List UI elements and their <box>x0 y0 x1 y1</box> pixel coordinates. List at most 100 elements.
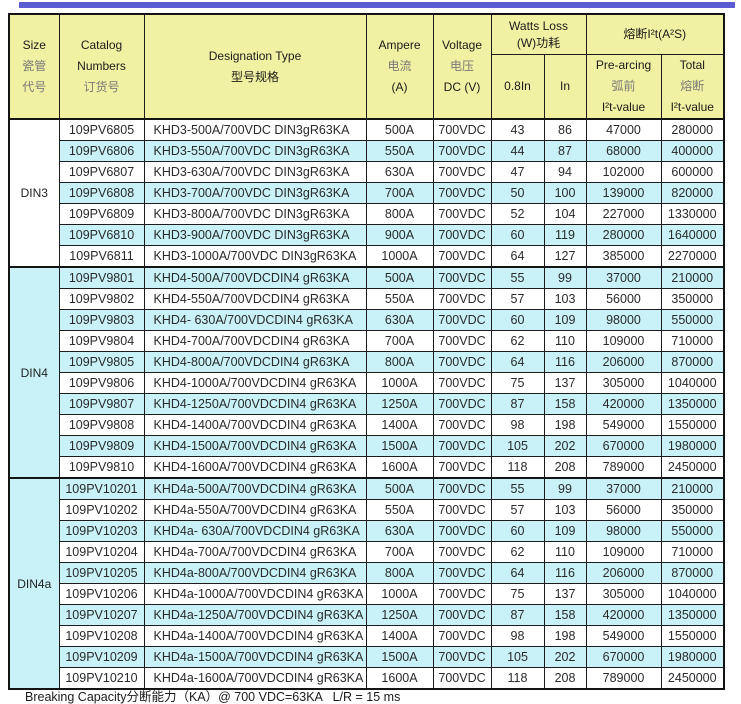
table-row: 109PV10207 KHD4a-1250A/700VDCDIN4 gR63KA 1… <box>9 604 725 626</box>
catalog-cell: 109PV6808 <box>58 182 145 204</box>
total-i2t-cell: 2450000 <box>660 667 725 690</box>
table-row: 109PV10205 KHD4a-800A/700VDCDIN4 gR63KA 80… <box>9 562 725 584</box>
header-row-top: Size 瓷管 代号 Catalog Numbers 订货号 Designati… <box>8 13 725 120</box>
watts-08in-cell: 47 <box>490 161 545 183</box>
header-prearcing-en: Pre-arcing <box>595 58 652 72</box>
header-catalog-zh: 订货号 <box>83 80 120 94</box>
fuse-spec-table: Size 瓷管 代号 Catalog Numbers 订货号 Designati… <box>8 13 726 690</box>
column-header-prearcing: Pre-arcing 弧前 I²t-value <box>585 54 662 120</box>
prearcing-i2t-cell: 68000 <box>585 140 662 162</box>
column-group-melting-i2t: 熔断I²t(A²S) <box>585 13 725 55</box>
header-voltage-en: Voltage <box>441 38 483 52</box>
ampere-cell: 630A <box>365 309 434 331</box>
column-header-08in: 0.8In <box>490 54 545 120</box>
column-header-size: Size 瓷管 代号 <box>8 13 60 120</box>
watts-in-cell: 208 <box>543 667 587 690</box>
size-group-cell: DIN4a <box>8 477 60 690</box>
designation-cell: KHD4-1600A/700VDCDIN4 gR63KA <box>143 456 367 479</box>
watts-08in-cell: 62 <box>490 330 545 352</box>
breaking-capacity-note: Breaking Capacity分断能力（KA）@ 700 VDC=63KA … <box>25 690 401 704</box>
designation-cell: KHD3-700A/700VDC DIN3gR63KA <box>143 182 367 204</box>
column-header-in: In <box>543 54 587 120</box>
voltage-cell: 700VDC <box>432 161 492 183</box>
designation-cell: KHD4-1250A/700VDCDIN4 gR63KA <box>143 393 367 415</box>
watts-08in-cell: 57 <box>490 499 545 521</box>
total-i2t-cell: 210000 <box>660 477 725 500</box>
ampere-cell: 1500A <box>365 646 434 668</box>
table-row: 109PV10203 KHD4a- 630A/700VDCDIN4 gR63KA 6… <box>9 520 725 542</box>
table-row: 109PV10209 KHD4a-1500A/700VDCDIN4 gR63KA 1… <box>9 646 725 668</box>
ampere-cell: 800A <box>365 351 434 373</box>
catalog-cell: 109PV9804 <box>58 330 145 352</box>
designation-cell: KHD4a-500A/700VDCDIN4 gR63KA <box>143 477 367 500</box>
voltage-cell: 700VDC <box>432 224 492 246</box>
table-row: 109PV9804 KHD4-700A/700VDCDIN4 gR63KA 700A… <box>9 330 725 352</box>
table-row: 109PV9805 KHD4-800A/700VDCDIN4 gR63KA 800A… <box>9 351 725 373</box>
voltage-cell: 700VDC <box>432 372 492 394</box>
table-row: 109PV9806 KHD4-1000A/700VDCDIN4 gR63KA 100… <box>9 372 725 394</box>
ampere-cell: 550A <box>365 140 434 162</box>
ampere-cell: 1400A <box>365 414 434 436</box>
watts-in-cell: 116 <box>543 562 587 584</box>
designation-cell: KHD4- 630A/700VDCDIN4 gR63KA <box>143 309 367 331</box>
voltage-cell: 700VDC <box>432 288 492 310</box>
voltage-cell: 700VDC <box>432 625 492 647</box>
watts-08in-cell: 60 <box>490 224 545 246</box>
voltage-cell: 700VDC <box>432 118 492 141</box>
designation-cell: KHD3-550A/700VDC DIN3gR63KA <box>143 140 367 162</box>
watts-08in-cell: 87 <box>490 393 545 415</box>
designation-cell: KHD3-630A/700VDC DIN3gR63KA <box>143 161 367 183</box>
ampere-cell: 1000A <box>365 372 434 394</box>
catalog-cell: 109PV6807 <box>58 161 145 183</box>
catalog-cell: 109PV10206 <box>58 583 145 605</box>
watts-08in-cell: 64 <box>490 245 545 268</box>
prearcing-i2t-cell: 670000 <box>585 646 662 668</box>
prearcing-i2t-cell: 139000 <box>585 182 662 204</box>
voltage-cell: 700VDC <box>432 477 492 500</box>
catalog-cell: 109PV9805 <box>58 351 145 373</box>
header-voltage-unit: DC (V) <box>443 80 481 94</box>
designation-cell: KHD4a-1000A/700VDCDIN4 gR63KA <box>143 583 367 605</box>
watts-in-cell: 127 <box>543 245 587 268</box>
watts-in-cell: 110 <box>543 541 587 563</box>
watts-08in-cell: 62 <box>490 541 545 563</box>
prearcing-i2t-cell: 549000 <box>585 414 662 436</box>
designation-cell: KHD4-550A/700VDCDIN4 gR63KA <box>143 288 367 310</box>
ampere-cell: 700A <box>365 182 434 204</box>
voltage-cell: 700VDC <box>432 351 492 373</box>
table-row: 109PV6807 KHD3-630A/700VDC DIN3gR63KA 630A… <box>9 161 725 183</box>
total-i2t-cell: 280000 <box>660 118 725 141</box>
prearcing-i2t-cell: 98000 <box>585 309 662 331</box>
ampere-cell: 1500A <box>365 435 434 457</box>
voltage-cell: 700VDC <box>432 414 492 436</box>
prearcing-i2t-cell: 305000 <box>585 372 662 394</box>
catalog-cell: 109PV10203 <box>58 520 145 542</box>
watts-in-cell: 110 <box>543 330 587 352</box>
catalog-cell: 109PV10202 <box>58 499 145 521</box>
header-catalog-en: Catalog Numbers <box>77 38 126 73</box>
watts-in-cell: 198 <box>543 414 587 436</box>
prearcing-i2t-cell: 47000 <box>585 118 662 141</box>
voltage-cell: 700VDC <box>432 182 492 204</box>
column-group-watts-loss: Watts Loss (W)功耗 <box>490 13 587 55</box>
watts-08in-cell: 105 <box>490 646 545 668</box>
header-voltage-zh: 电压 <box>449 59 474 73</box>
watts-08in-cell: 64 <box>490 351 545 373</box>
prearcing-i2t-cell: 37000 <box>585 477 662 500</box>
header-watts-loss: Watts Loss (W)功耗 <box>509 18 568 50</box>
voltage-cell: 700VDC <box>432 646 492 668</box>
table-row: 109PV10204 KHD4a-700A/700VDCDIN4 gR63KA 70… <box>9 541 725 563</box>
watts-08in-cell: 55 <box>490 477 545 500</box>
table-header: Size 瓷管 代号 Catalog Numbers 订货号 Designati… <box>8 13 725 120</box>
prearcing-i2t-cell: 670000 <box>585 435 662 457</box>
watts-in-cell: 94 <box>543 161 587 183</box>
watts-08in-cell: 118 <box>490 667 545 690</box>
watts-in-cell: 158 <box>543 604 587 626</box>
watts-08in-cell: 43 <box>490 118 545 141</box>
catalog-cell: 109PV6806 <box>58 140 145 162</box>
header-total-value: I²t-value <box>670 100 714 114</box>
watts-in-cell: 109 <box>543 520 587 542</box>
prearcing-i2t-cell: 227000 <box>585 203 662 225</box>
table-row: 109PV10202 KHD4a-550A/700VDCDIN4 gR63KA 55… <box>9 499 725 521</box>
